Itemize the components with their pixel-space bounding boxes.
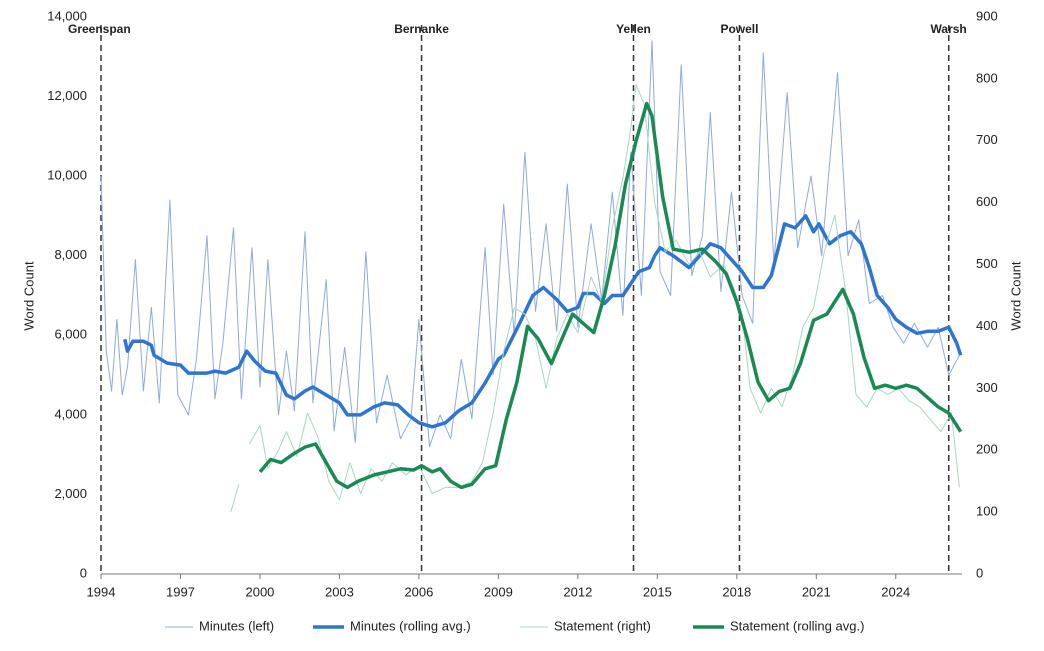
- y-axis-title: Word Count: [21, 261, 36, 331]
- x-tick-label: 2009: [484, 584, 513, 599]
- y2-tick-label: 600: [976, 194, 998, 209]
- annotation: Bernanke: [394, 22, 449, 36]
- legend-label: Statement (rolling avg.): [730, 618, 864, 633]
- x-tick-label: 2024: [881, 584, 910, 599]
- y2-tick-label: 800: [976, 70, 998, 85]
- series-line: [230, 84, 960, 513]
- x-tick-label: 2015: [643, 584, 672, 599]
- y2-axis-title: Word Count: [1008, 261, 1023, 331]
- x-tick-label: 2018: [722, 584, 751, 599]
- annotation: Greenspan: [68, 22, 131, 36]
- x-tick-label: 2003: [325, 584, 354, 599]
- legend-label: Statement (right): [554, 618, 651, 633]
- y2-tick-label: 100: [976, 504, 998, 519]
- x-tick-label: 1997: [166, 584, 195, 599]
- x-tick-label: 1994: [87, 584, 116, 599]
- legend-label: Minutes (rolling avg.): [350, 618, 471, 633]
- y-tick-label: 6,000: [54, 327, 87, 342]
- y2-tick-label: 900: [976, 8, 998, 23]
- x-tick-label: 2012: [563, 584, 592, 599]
- series-line: [258, 101, 963, 490]
- y2-tick-label: 500: [976, 256, 998, 271]
- x-tick-label: 2006: [404, 584, 433, 599]
- series-line: [123, 214, 963, 429]
- y-tick-label: 10,000: [47, 168, 87, 183]
- x-tick-label: 2021: [802, 584, 831, 599]
- y2-tick-label: 200: [976, 442, 998, 457]
- series-line: [100, 40, 960, 448]
- y2-tick-label: 700: [976, 132, 998, 147]
- annotation: Warsh: [931, 22, 967, 36]
- y-tick-label: 0: [80, 565, 87, 580]
- y-tick-label: 4,000: [54, 406, 87, 421]
- x-tick-label: 2000: [245, 584, 274, 599]
- legend-label: Minutes (left): [199, 618, 274, 633]
- y-tick-label: 14,000: [47, 8, 87, 23]
- y2-tick-label: 300: [976, 380, 998, 395]
- y2-tick-label: 400: [976, 318, 998, 333]
- annotation: Yellen: [616, 22, 651, 36]
- y2-tick-label: 0: [976, 565, 983, 580]
- y-tick-label: 12,000: [47, 88, 87, 103]
- y-tick-label: 2,000: [54, 486, 87, 501]
- annotation: Powell: [720, 22, 758, 36]
- y-tick-label: 8,000: [54, 247, 87, 262]
